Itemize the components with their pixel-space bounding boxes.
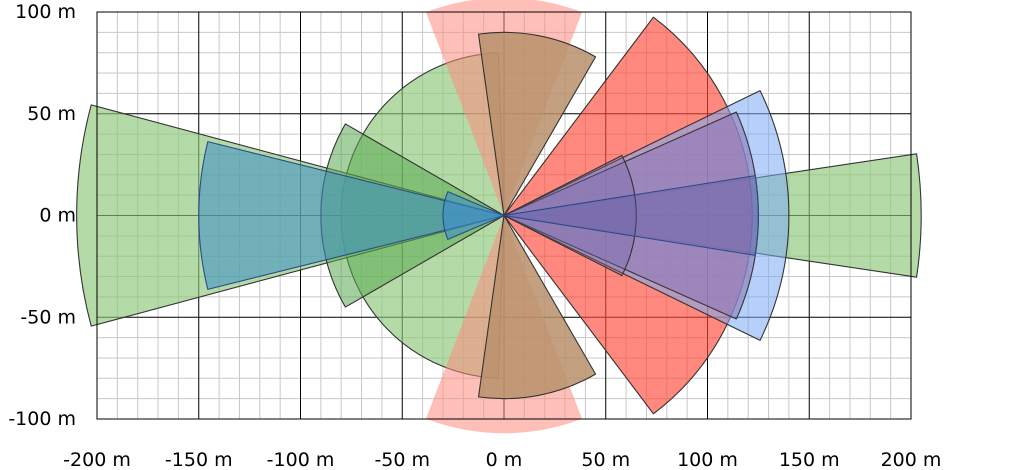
y-tick-label: 100 m [15,1,76,23]
x-axis-tick-labels: -200 m -150 m -100 m -50 m 0 m 50 m 100 m 150 m… [63,449,941,470]
x-tick-label: 200 m [881,449,942,470]
y-tick-label: -50 m [20,306,76,328]
coverage-sector-brown-10 [477,214,597,400]
x-tick-label: 0 m [486,449,523,470]
coverage-sector-blue-3 [198,141,505,290]
coverage-sector-brown-9 [477,31,597,217]
coverage-sectors [76,0,922,434]
coverage-sector-purple-13 [503,154,637,277]
x-tick-label: 50 m [581,449,630,470]
y-tick-label: 0 m [39,205,76,227]
y-tick-label: 50 m [27,103,76,125]
x-tick-label: -200 m [63,449,131,470]
x-tick-label: -150 m [165,449,233,470]
plot-frame [96,11,912,420]
y-tick-label: -100 m [8,408,76,430]
y-axis-tick-labels: -100 m -50 m 0 m 50 m 100 m [8,1,76,430]
plot-border [96,11,912,420]
x-tick-label: -50 m [374,449,430,470]
x-tick-label: -100 m [267,449,335,470]
coverage-sector-blue-4 [442,191,505,240]
coverage-sector-blue-14 [503,175,759,256]
x-tick-label: 150 m [779,449,840,470]
x-tick-label: 100 m [677,449,738,470]
